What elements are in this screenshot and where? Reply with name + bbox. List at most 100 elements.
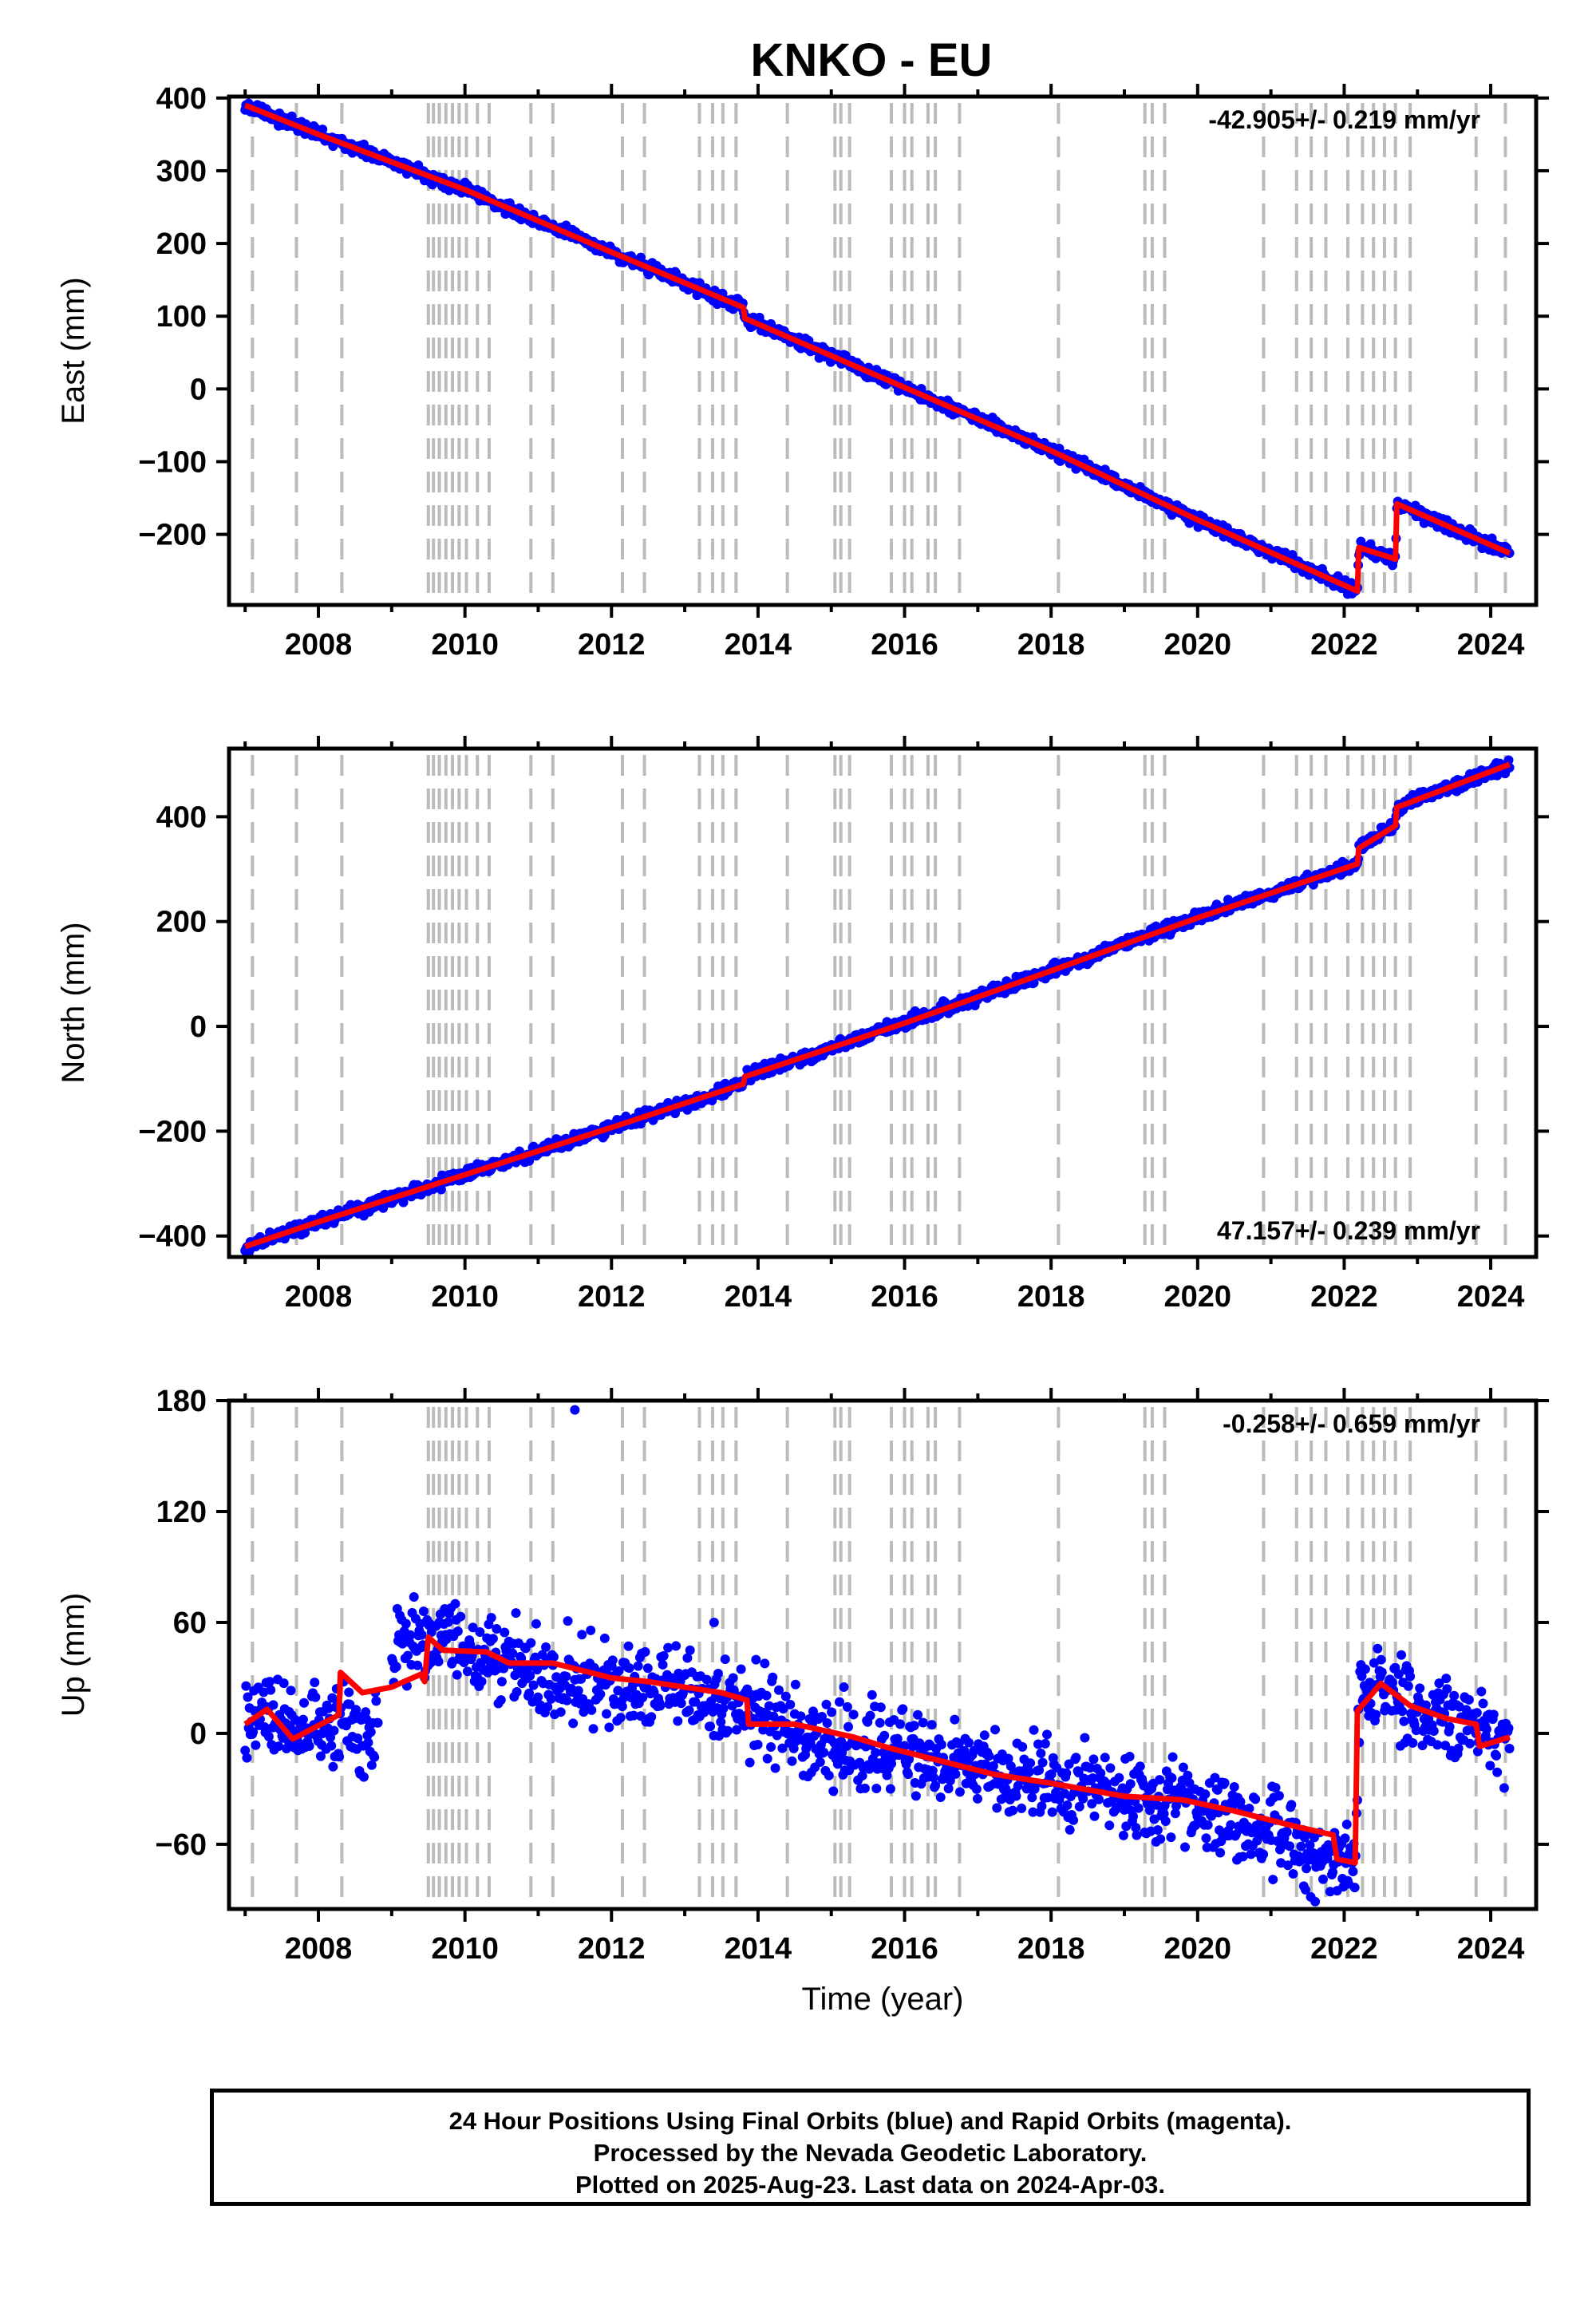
x-tick-label: 2018	[1017, 1932, 1085, 1966]
data-point	[1464, 1694, 1474, 1705]
data-point	[310, 1692, 321, 1702]
data-point	[588, 1724, 598, 1734]
data-point	[1094, 1794, 1104, 1804]
data-point	[785, 1699, 796, 1709]
data-point	[1118, 1830, 1128, 1840]
y-axis-label: East (mm)	[56, 277, 91, 424]
data-point	[391, 1662, 401, 1672]
data-point	[486, 1612, 496, 1622]
data-point	[918, 1717, 928, 1728]
data-point	[768, 1672, 778, 1682]
data-point	[286, 1686, 296, 1696]
data-point	[563, 1616, 573, 1626]
data-point	[835, 1697, 845, 1707]
data-point	[821, 1699, 832, 1709]
data-point	[286, 111, 297, 121]
data-point	[760, 1658, 770, 1669]
data-point	[984, 1751, 994, 1761]
data-point	[1104, 1820, 1115, 1831]
plot-frame	[227, 94, 1539, 607]
data-point	[663, 1642, 674, 1653]
x-tick-label: 2016	[871, 1280, 938, 1314]
data-point	[456, 1611, 466, 1622]
x-tick-label: 2016	[871, 1932, 938, 1966]
y-tick-label: −400	[138, 1220, 207, 1254]
y-tick-label: 180	[156, 1385, 207, 1418]
data-point	[716, 1717, 726, 1727]
data-point	[815, 1757, 825, 1768]
data-point	[1408, 1737, 1418, 1748]
data-point	[1499, 1783, 1509, 1793]
data-point	[299, 1697, 310, 1708]
data-point	[673, 1716, 683, 1726]
data-point	[629, 1710, 639, 1721]
data-point	[885, 1784, 895, 1794]
data-point	[465, 1639, 476, 1650]
data-point	[796, 1711, 806, 1721]
data-point	[1472, 1708, 1482, 1718]
data-point	[751, 1654, 761, 1665]
data-point	[848, 1709, 859, 1720]
data-point	[1488, 1709, 1499, 1720]
data-point	[1008, 1805, 1018, 1816]
x-tick-label: 2022	[1310, 628, 1378, 662]
data-point	[500, 1627, 510, 1638]
x-tick-label: 2020	[1164, 628, 1232, 662]
data-point	[279, 1678, 289, 1689]
data-point	[1135, 1761, 1145, 1772]
data-point	[1155, 1775, 1165, 1785]
data-point	[371, 1696, 381, 1706]
data-point	[871, 1783, 882, 1793]
data-point	[824, 1770, 834, 1780]
data-point	[492, 1624, 502, 1634]
data-point	[1011, 1791, 1021, 1801]
data-point	[713, 1669, 723, 1679]
data-point	[928, 1773, 938, 1783]
data-point	[859, 1783, 870, 1793]
data-point	[1349, 1883, 1360, 1893]
data-point	[1062, 1800, 1073, 1811]
data-point	[468, 1622, 478, 1633]
data-point	[403, 1650, 413, 1661]
data-point	[358, 1772, 369, 1782]
y-tick-label: 0	[190, 1717, 207, 1751]
data-point	[1167, 1752, 1178, 1762]
data-point	[1492, 1767, 1503, 1777]
footer-box: 24 Hour Positions Using Final Orbits (bl…	[210, 2089, 1531, 2206]
y-tick-label: 0	[190, 373, 207, 406]
data-point	[745, 1757, 755, 1768]
y-tick-label: 120	[156, 1496, 207, 1529]
data-point	[865, 1710, 875, 1721]
data-point	[1128, 1812, 1139, 1822]
data-point	[1229, 1782, 1239, 1792]
data-point	[543, 1701, 553, 1712]
data-point	[1178, 1762, 1188, 1773]
data-point	[778, 1704, 788, 1714]
data-point	[1399, 1716, 1409, 1726]
scatter-points	[240, 1591, 1515, 1907]
data-point	[1268, 1875, 1278, 1885]
plot-frame	[227, 746, 1539, 1259]
x-tick-label: 2014	[725, 1280, 792, 1314]
data-point	[1340, 1833, 1350, 1844]
data-point	[1341, 1820, 1352, 1830]
data-point	[990, 1725, 1001, 1735]
data-point	[678, 1688, 688, 1698]
data-point	[1025, 1758, 1036, 1769]
data-point	[773, 1685, 784, 1695]
data-point	[1377, 1667, 1387, 1678]
scatter-points	[240, 98, 1515, 599]
data-point	[243, 1692, 253, 1702]
data-point	[531, 1618, 541, 1629]
data-point	[1405, 1671, 1416, 1682]
x-tick-label: 2010	[431, 1280, 499, 1314]
data-point	[1481, 1724, 1491, 1734]
data-point	[541, 1642, 551, 1652]
y-axis-label: Up (mm)	[56, 1593, 91, 1717]
data-point	[950, 1714, 960, 1725]
data-point	[1302, 1863, 1312, 1874]
data-point	[1100, 1753, 1110, 1763]
data-point	[1449, 1690, 1460, 1701]
data-point	[401, 1618, 411, 1629]
data-point	[1371, 1709, 1381, 1720]
